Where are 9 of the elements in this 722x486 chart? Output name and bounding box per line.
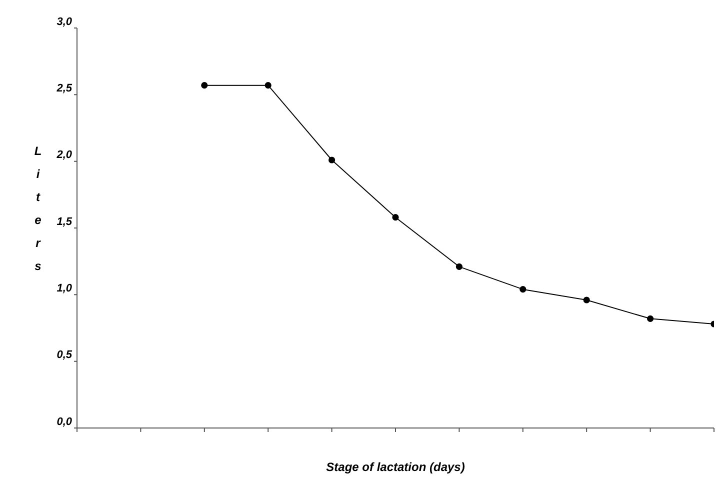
y-tick-label: 0,5 — [56, 349, 73, 362]
x-axis-title: Stage of lactation (days) — [325, 460, 466, 474]
y-tick-label: 3,0 — [56, 16, 73, 28]
y-tick-label: 1,5 — [56, 216, 73, 228]
y-tick-label: 1,0 — [56, 282, 73, 295]
y-tick-label: 0,0 — [56, 416, 73, 428]
y-tick-label: 2,5 — [56, 82, 73, 95]
y-tick-label: 2,0 — [56, 149, 73, 162]
y-axis-title: Liters — [33, 143, 43, 275]
